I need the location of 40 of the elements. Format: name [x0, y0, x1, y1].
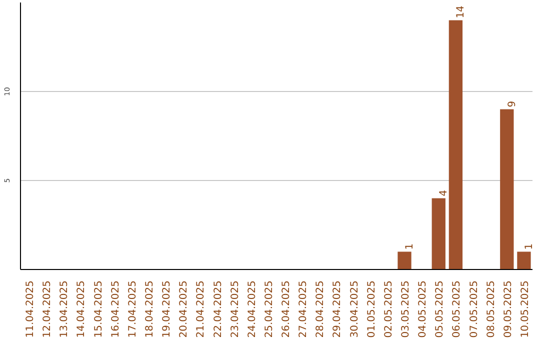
bar [398, 252, 412, 270]
x-tick-label: 30.04.2025 [349, 280, 360, 338]
x-tick-label: 07.05.2025 [468, 280, 480, 338]
x-tick-label: 08.05.2025 [486, 280, 497, 338]
x-tick-label: 14.04.2025 [76, 280, 88, 338]
x-tick-label: 04.05.2025 [418, 280, 429, 338]
x-tick-label: 16.04.2025 [110, 280, 122, 338]
x-tick-label: 13.04.2025 [59, 280, 70, 338]
bar [500, 109, 514, 270]
x-tick-label: 02.05.2025 [383, 280, 394, 338]
data-label: 4 [438, 190, 450, 196]
bar [432, 198, 446, 270]
x-tick-label: 21.04.2025 [196, 280, 207, 338]
x-tick-label: 05.05.2025 [434, 280, 446, 338]
data-label: 9 [506, 100, 518, 108]
x-tick-label: 01.05.2025 [366, 280, 378, 338]
x-tick-label: 15.04.2025 [93, 280, 104, 338]
x-tick-label: 20.04.2025 [178, 280, 190, 338]
data-label: 14 [456, 6, 467, 18]
x-tick-label: 24.04.2025 [246, 280, 258, 338]
x-tick-label: 12.04.2025 [42, 280, 54, 338]
x-tick-label: 11.04.2025 [25, 280, 36, 338]
x-tick-label: 09.05.2025 [502, 280, 514, 338]
x-tick-label: 26.04.2025 [281, 280, 292, 338]
x-tick-label: 25.04.2025 [264, 280, 275, 338]
data-label: 1 [404, 243, 416, 250]
bar [448, 20, 463, 270]
x-tick-label: 10.05.2025 [520, 280, 531, 338]
data-label: 1 [524, 243, 535, 250]
x-tick-label: 17.04.2025 [127, 280, 138, 338]
x-tick-label: 29.04.2025 [332, 280, 344, 338]
x-tick-label: 23.04.2025 [230, 280, 241, 338]
bar [517, 252, 531, 270]
x-tick-label: 27.04.2025 [298, 280, 310, 338]
x-tick-label: 19.04.2025 [162, 280, 173, 338]
x-tick-label: 22.04.2025 [212, 280, 224, 338]
x-tick-label: 06.05.2025 [452, 280, 463, 338]
x-tick-label: 28.04.2025 [315, 280, 326, 338]
x-tick-label: 18.04.2025 [144, 280, 156, 338]
x-tick-label: 03.05.2025 [400, 280, 412, 338]
